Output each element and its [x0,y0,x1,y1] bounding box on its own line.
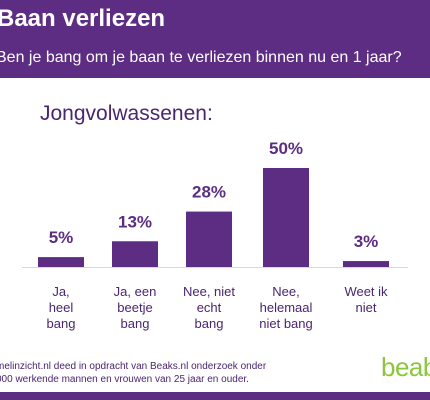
category-label-0-line-0: Ja, [52,284,70,299]
survey-question: Ben je bang om je baan te verliezen binn… [0,49,402,66]
category-label-1-line-1: beetje [117,300,153,315]
category-label-0: Ja, heel bang [16,284,106,332]
bar-2 [186,211,232,267]
footnote-line-1: melinzicht.nl deed in opdracht van Beaks… [0,361,267,372]
value-label-2: 28% [192,183,226,202]
category-label-2-line-0: Nee, niet [182,284,236,299]
value-label-1: 13% [118,212,152,231]
bottom-bar [0,392,430,400]
category-label-1: Ja, een beetje bang [90,284,180,332]
value-label-0: 5% [49,228,74,247]
category-label-2-line-2: bang [194,316,224,331]
category-label-4-line-0: Weet ik [344,284,388,299]
header-banner: Baan verliezen Ben je bang om je baan te… [0,0,430,78]
category-label-1-line-0: Ja, een [113,284,157,299]
category-label-1-line-2: bang [120,316,150,331]
page-title: Baan verliezen [0,5,166,32]
bar-0 [38,257,84,267]
category-label-3-line-0: Nee, [272,284,300,299]
category-label-4: Weet ik niet [321,284,411,316]
footnote-line-2: 000 werkende mannen en vrouwen van 25 ja… [0,374,249,385]
bar-3 [263,168,309,267]
category-label-3-line-1: helemaal [259,300,313,315]
bar-4 [343,261,389,267]
bar-1 [112,241,158,267]
category-label-2: Nee, niet echt bang [164,284,254,332]
value-label-3: 50% [269,139,303,158]
category-label-3-line-2: niet bang [259,316,313,331]
value-label-4: 3% [354,232,379,251]
category-label-0-line-2: bang [46,316,76,331]
group-label: Jongvolwassenen: [40,102,213,125]
category-label-0-line-1: heel [48,300,74,315]
footnote: melinzicht.nl deed in opdracht van Beaks… [0,360,266,386]
category-label-3: Nee, helemaal niet bang [241,284,331,332]
beaks-logo: beab [381,352,430,382]
category-label-2-line-1: echt [196,300,222,315]
category-label-4-line-1: niet [355,300,377,315]
